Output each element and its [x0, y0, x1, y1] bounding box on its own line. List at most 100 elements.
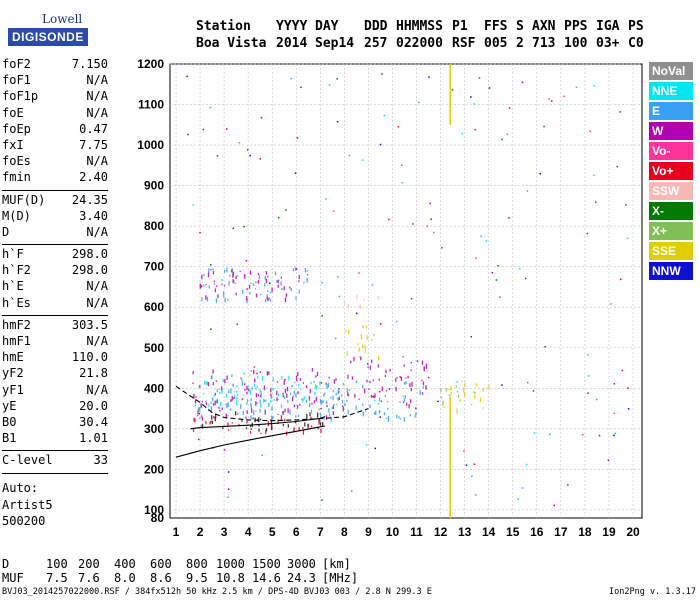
param-row: M(D) 3.40: [2, 209, 108, 225]
x-tick-label: 20: [626, 525, 640, 539]
muf-value: 9.5: [186, 571, 208, 585]
param-label: fmin: [2, 170, 31, 185]
distance-value: 400: [114, 557, 136, 571]
muf-value: 8.6: [150, 571, 172, 585]
autoscale-mode: Auto:: [2, 481, 39, 495]
x-tick-label: 11: [410, 525, 423, 539]
x-tick-label: 1: [173, 525, 180, 539]
param-row: foEs N/A: [2, 154, 108, 170]
param-row: h`E N/A: [2, 279, 108, 295]
echo-region-10: [199, 267, 309, 303]
x-tick-label: 15: [506, 525, 520, 539]
muf-value: 8.0: [114, 571, 136, 585]
legend-item-w: W: [649, 122, 693, 140]
logo-lowell-text: Lowell: [42, 12, 83, 26]
divider: [2, 314, 108, 316]
header-yyyy-value: 2014: [276, 36, 308, 51]
param-row: yE 20.0: [2, 399, 108, 415]
legend-item-nne: NNE: [649, 82, 693, 100]
y-tick-label: 500: [144, 341, 164, 355]
axis-tick-labels: 8010020030040050060070080090010001100120…: [137, 57, 640, 539]
param-label: hmF2: [2, 317, 31, 332]
file-info-footer: BVJ03_2014257022000.RSF / 384fx512h 50 k…: [2, 587, 432, 597]
param-row: hmE 110.0: [2, 350, 108, 366]
header-p1-value: RSF: [452, 36, 476, 51]
legend-item-ssw: SSW: [649, 182, 693, 200]
header-yyyy-label: YYYY: [276, 19, 308, 34]
grid-lines: [169, 63, 643, 519]
header-ps-label: PS: [628, 19, 644, 34]
param-row: B0 30.4: [2, 415, 108, 431]
distance-value: 200: [78, 557, 100, 571]
param-value: 20.0: [79, 398, 108, 413]
model-curve-0: [190, 416, 326, 430]
y-tick-label: 1000: [137, 138, 164, 152]
y-tick-label: 700: [144, 260, 164, 274]
param-label: foF1p: [2, 89, 39, 104]
param-row: B1 1.01: [2, 431, 108, 447]
param-label: MUF(D): [2, 192, 46, 207]
muf-value: 7.6: [78, 571, 100, 585]
header-station-label: Station: [196, 19, 251, 34]
x-tick-label: 5: [269, 525, 276, 539]
legend-item-x-: X-: [649, 202, 693, 220]
echo-region-1: [198, 411, 324, 432]
header-p1-label: P1: [452, 19, 468, 34]
param-value: N/A: [86, 382, 108, 397]
param-label: B1: [2, 431, 17, 446]
legend-item-x-: X+: [649, 222, 693, 240]
param-label: foEp: [2, 121, 31, 136]
param-value: N/A: [86, 154, 108, 169]
ionogram-plot: 8010020030040050060070080090010001100120…: [137, 57, 643, 539]
param-label: D: [2, 224, 10, 239]
x-tick-label: 10: [386, 525, 400, 539]
version-footer: Ion2Png v. 1.3.17: [609, 587, 696, 597]
header-ffs-label: FFS: [484, 19, 508, 34]
divider: [2, 244, 108, 246]
model-curves: [175, 385, 369, 458]
distance-value: 3000: [287, 557, 316, 571]
x-tick-label: 14: [482, 525, 496, 539]
param-label: fxI: [2, 137, 24, 152]
legend-item-noval: NoVal: [649, 62, 693, 80]
x-tick-label: 4: [245, 525, 252, 539]
divider: [2, 189, 108, 191]
x-tick-label: 13: [458, 525, 472, 539]
header-pps-value: 100: [564, 36, 588, 51]
param-label: yF2: [2, 366, 24, 381]
y-tick-label: 1100: [138, 98, 164, 112]
x-tick-label: 16: [530, 525, 544, 539]
echo-region-0: [192, 416, 322, 436]
param-row: foE N/A: [2, 106, 108, 122]
param-row: foF1p N/A: [2, 89, 108, 105]
param-value: N/A: [86, 73, 108, 88]
y-tick-label: 300: [144, 422, 164, 436]
param-row: yF2 21.8: [2, 366, 108, 382]
y-tick-label: 200: [144, 462, 164, 476]
param-row: hmF1 N/A: [2, 334, 108, 350]
param-label: foF2: [2, 57, 31, 71]
param-row: yF1 N/A: [2, 383, 108, 399]
y-tick-label: 400: [144, 381, 164, 395]
legend-item-vo-: Vo+: [649, 162, 693, 180]
param-value: 2.40: [79, 170, 108, 185]
param-row: hmF2 303.5: [2, 318, 108, 334]
param-row: fmin 2.40: [2, 170, 108, 186]
param-value: 24.35: [71, 192, 108, 207]
param-value: 7.75: [79, 137, 108, 152]
model-curve-2: [175, 385, 369, 422]
x-tick-label: 18: [578, 525, 592, 539]
param-label: M(D): [2, 208, 31, 223]
header-iga-label: IGA: [596, 19, 620, 34]
param-value: 110.0: [71, 350, 108, 365]
param-row: foF1 N/A: [2, 73, 108, 89]
muf-label: MUF: [2, 571, 24, 585]
param-value: 303.5: [71, 317, 108, 332]
header-hhmmss-value: 022000: [396, 36, 443, 51]
header-day-value: Sep14: [315, 36, 355, 51]
echo-traces: [186, 64, 630, 518]
header-axn-value: 713: [532, 36, 556, 51]
divider: [2, 450, 108, 452]
legend-item-e: E: [649, 102, 693, 120]
header-ps-value: C0: [628, 36, 644, 51]
